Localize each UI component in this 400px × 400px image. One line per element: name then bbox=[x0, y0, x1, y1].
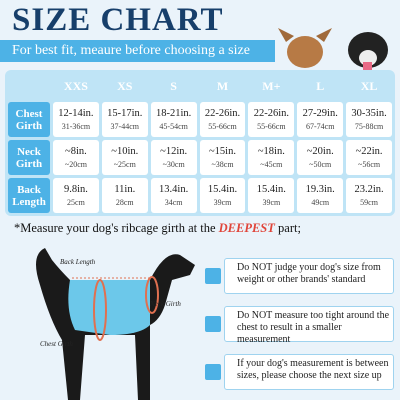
cell-main: 11in. bbox=[114, 184, 136, 195]
cell: 15.4in. 39cm bbox=[248, 178, 295, 213]
paw-icon bbox=[205, 364, 221, 380]
row-label: Chest Girth bbox=[8, 102, 50, 137]
cell: 11in. 28cm bbox=[101, 178, 148, 213]
cell-main: 9.8in. bbox=[63, 184, 88, 195]
note-text: part; bbox=[274, 221, 301, 235]
tip: If your dog's measurement is between siz… bbox=[224, 354, 394, 390]
tip: Do NOT measure too tight around the ches… bbox=[224, 306, 394, 345]
cell-main: 23.2in. bbox=[354, 184, 384, 195]
cell-main: ~10in. bbox=[111, 146, 139, 157]
cell: 19.3in. 49cm bbox=[297, 178, 344, 213]
title: SIZE CHART bbox=[12, 2, 224, 38]
cell-sub: 55-66cm bbox=[257, 122, 286, 131]
cell-sub: 49cm bbox=[311, 198, 330, 207]
column-header: M bbox=[216, 78, 229, 93]
cell: 30-35in. 75-88cm bbox=[346, 102, 392, 137]
cell-sub: 55-66cm bbox=[208, 122, 237, 131]
cell-main: ~12in. bbox=[160, 146, 188, 157]
row-label: Neck Girth bbox=[8, 140, 50, 175]
cell: 18-21in. 45-54cm bbox=[150, 102, 197, 137]
cell-sub: ~38cm bbox=[211, 160, 234, 169]
cell-sub: 37-44cm bbox=[110, 122, 139, 131]
cell: ~12in. ~30cm bbox=[150, 140, 197, 175]
cell: 13.4in. 34cm bbox=[150, 178, 197, 213]
cell: 15.4in. 39cm bbox=[199, 178, 246, 213]
cell-sub: 67-74cm bbox=[305, 122, 335, 131]
column-header: XS bbox=[117, 78, 133, 93]
cell-main: ~8in. bbox=[65, 146, 87, 157]
cell-sub: ~50cm bbox=[309, 160, 332, 169]
note: *Measure your dog's ribcage girth at the… bbox=[14, 221, 301, 236]
cell: 22-26in. 55-66cm bbox=[248, 102, 295, 137]
cell-sub: 39cm bbox=[262, 198, 281, 207]
cell-sub: 25cm bbox=[67, 198, 85, 207]
cell-sub: 39cm bbox=[213, 198, 232, 207]
cell: ~18in. ~45cm bbox=[248, 140, 295, 175]
cell: ~15in. ~38cm bbox=[199, 140, 246, 175]
cell: ~10in. ~25cm bbox=[101, 140, 148, 175]
cell: 23.2in. 59cm bbox=[346, 178, 392, 213]
cell-main: 30-35in. bbox=[351, 108, 387, 119]
dog-diagram bbox=[36, 248, 195, 400]
cell-main: ~15in. bbox=[209, 146, 236, 157]
cell-sub: 31-36cm bbox=[61, 122, 91, 131]
cell-sub: 28cm bbox=[115, 198, 134, 207]
cell-sub: ~25cm bbox=[113, 160, 136, 169]
cell: ~8in. ~20cm bbox=[53, 140, 99, 175]
cell: 15-17in. 37-44cm bbox=[101, 102, 148, 137]
cell-sub: ~30cm bbox=[162, 160, 185, 169]
cell-main: ~20in. bbox=[306, 146, 334, 157]
column-header: S bbox=[170, 78, 177, 93]
cell: 9.8in. 25cm bbox=[53, 178, 99, 213]
size-table: XXS XS S M M+ L XL Chest Girth 12-14in. 31-36cm 15… bbox=[5, 70, 395, 216]
column-header: XXS bbox=[63, 78, 88, 93]
cell-sub: 34cm bbox=[164, 198, 183, 207]
column-header: XL bbox=[360, 78, 378, 93]
diagram-label: Chest Girth bbox=[40, 340, 73, 348]
cell-main: 15.4in. bbox=[256, 184, 286, 195]
cell: 27-29in. 67-74cm bbox=[297, 102, 344, 137]
cell-main: 19.3in. bbox=[305, 184, 335, 195]
cell-main: ~22in. bbox=[355, 146, 383, 157]
cell-main: 18-21in. bbox=[155, 108, 192, 119]
tip: Do NOT judge your dog's size from weight… bbox=[224, 258, 394, 294]
diagram-label: Neck Girth bbox=[150, 300, 181, 308]
cell-main: 15-17in. bbox=[107, 108, 143, 119]
paw-icon bbox=[205, 316, 221, 332]
cell-sub: ~45cm bbox=[260, 160, 283, 169]
cell-sub: 45-54cm bbox=[159, 122, 188, 131]
paw-icon bbox=[205, 268, 221, 284]
note-emphasis: DEEPEST bbox=[218, 221, 275, 235]
cell: 22-26in. 55-66cm bbox=[199, 102, 246, 137]
cell: ~20in. ~50cm bbox=[297, 140, 344, 175]
cell: ~22in. ~56cm bbox=[346, 140, 392, 175]
note-text: *Measure your dog's ribcage girth at the bbox=[14, 221, 219, 235]
cell-sub: 75-88cm bbox=[354, 122, 384, 131]
subtitle: For best fit, meaure before choosing a s… bbox=[0, 40, 275, 62]
cell-main: 12-14in. bbox=[58, 108, 94, 119]
cell-main: 22-26in. bbox=[253, 108, 289, 119]
cell-sub: 59cm bbox=[360, 198, 378, 207]
cell-sub: ~56cm bbox=[358, 160, 381, 169]
cell-main: ~18in. bbox=[257, 146, 285, 157]
diagram-label: Back Length bbox=[60, 258, 96, 266]
cell: 12-14in. 31-36cm bbox=[53, 102, 99, 137]
row-label: Back Length bbox=[8, 178, 50, 213]
cell-main: 15.4in. bbox=[207, 184, 238, 195]
cell-main: 13.4in. bbox=[159, 184, 189, 195]
cell-main: 22-26in. bbox=[204, 108, 241, 119]
column-header: M+ bbox=[262, 78, 281, 93]
column-header: L bbox=[316, 78, 325, 93]
dogs-photo bbox=[278, 28, 388, 70]
cell-sub: ~20cm bbox=[64, 160, 87, 169]
cell-main: 27-29in. bbox=[302, 108, 338, 119]
